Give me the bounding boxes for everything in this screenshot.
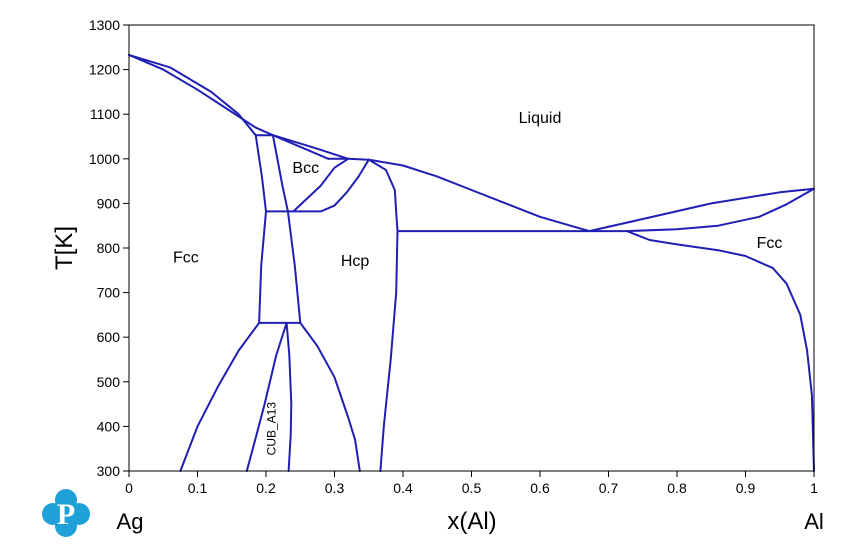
y-tick-label: 1100 xyxy=(90,106,120,122)
phase-boundaries xyxy=(128,53,815,472)
y-tick-label: 1200 xyxy=(89,62,120,78)
y-axis-title: T[K] xyxy=(51,226,78,270)
x-tick-label: 0.8 xyxy=(667,480,687,496)
phase-boundary-line xyxy=(299,321,361,472)
phase-boundary-line xyxy=(271,134,591,233)
y-tick-label: 400 xyxy=(97,418,121,434)
phase-boundary-line xyxy=(179,321,261,472)
phase-boundary-line xyxy=(245,321,288,472)
phase-boundary-line xyxy=(626,230,815,472)
right-component-label: Al xyxy=(804,509,824,534)
phase-boundary-line xyxy=(292,157,350,213)
phase-boundary-line xyxy=(128,53,274,137)
x-tick-label: 0.2 xyxy=(256,480,276,496)
x-tick-label: 0.3 xyxy=(325,480,345,496)
phase-boundary-line xyxy=(258,210,267,324)
phase-boundary-line xyxy=(588,187,815,233)
x-axis-title: x(Al) xyxy=(447,508,496,535)
y-tick-label: 600 xyxy=(97,329,121,345)
phase-boundary-line xyxy=(271,134,330,160)
phase-region-labels: Liquid Bcc Fcc Hcp Fcc CUB_A13 xyxy=(173,110,782,455)
region-label-fcc: Fcc xyxy=(173,249,199,266)
y-axis: 300 400 500 600 700 800 900 1000 1100 1200 1300 xyxy=(89,17,129,479)
x-tick-label: 0.4 xyxy=(393,480,413,496)
phase-boundary-line xyxy=(286,210,302,324)
region-label-hcp: Hcp xyxy=(341,253,370,270)
y-tick-label: 1300 xyxy=(89,17,120,33)
phase-boundary-line xyxy=(128,53,257,137)
plot-frame xyxy=(128,24,815,472)
y-tick-label: 1000 xyxy=(89,151,120,167)
phase-boundary-line xyxy=(271,134,289,213)
y-tick-label: 300 xyxy=(97,463,121,479)
phase-boundary-line xyxy=(367,158,399,472)
x-tick-label: 0.7 xyxy=(599,480,619,496)
region-label-cub-a13: CUB_A13 xyxy=(265,402,279,456)
x-tick-label: 0.6 xyxy=(530,480,550,496)
y-tick-label: 500 xyxy=(97,374,121,390)
company-logo-icon: P xyxy=(42,489,90,537)
phase-boundary-line xyxy=(254,134,267,213)
x-axis: 0 0.1 0.2 0.3 0.4 0.5 0.6 0.7 0.8 0.9 1 xyxy=(125,471,818,496)
region-label-bcc: Bcc xyxy=(292,160,319,177)
x-tick-label: 0.9 xyxy=(736,480,756,496)
phase-boundary-line xyxy=(292,158,370,213)
phase-boundary-line xyxy=(626,187,815,233)
y-tick-label: 800 xyxy=(97,240,121,256)
y-tick-label: 900 xyxy=(97,195,121,211)
region-label-liquid: Liquid xyxy=(519,110,562,127)
phase-boundary-line xyxy=(285,321,293,472)
x-tick-label: 0.5 xyxy=(462,480,482,496)
left-component-label: Ag xyxy=(117,509,144,534)
x-tick-label: 1 xyxy=(810,480,818,496)
x-tick-label: 0.1 xyxy=(188,480,208,496)
region-label-fcc: Fcc xyxy=(757,235,783,252)
logo-letter: P xyxy=(57,498,75,531)
x-tick-label: 0 xyxy=(125,480,133,496)
y-tick-label: 700 xyxy=(97,285,121,301)
